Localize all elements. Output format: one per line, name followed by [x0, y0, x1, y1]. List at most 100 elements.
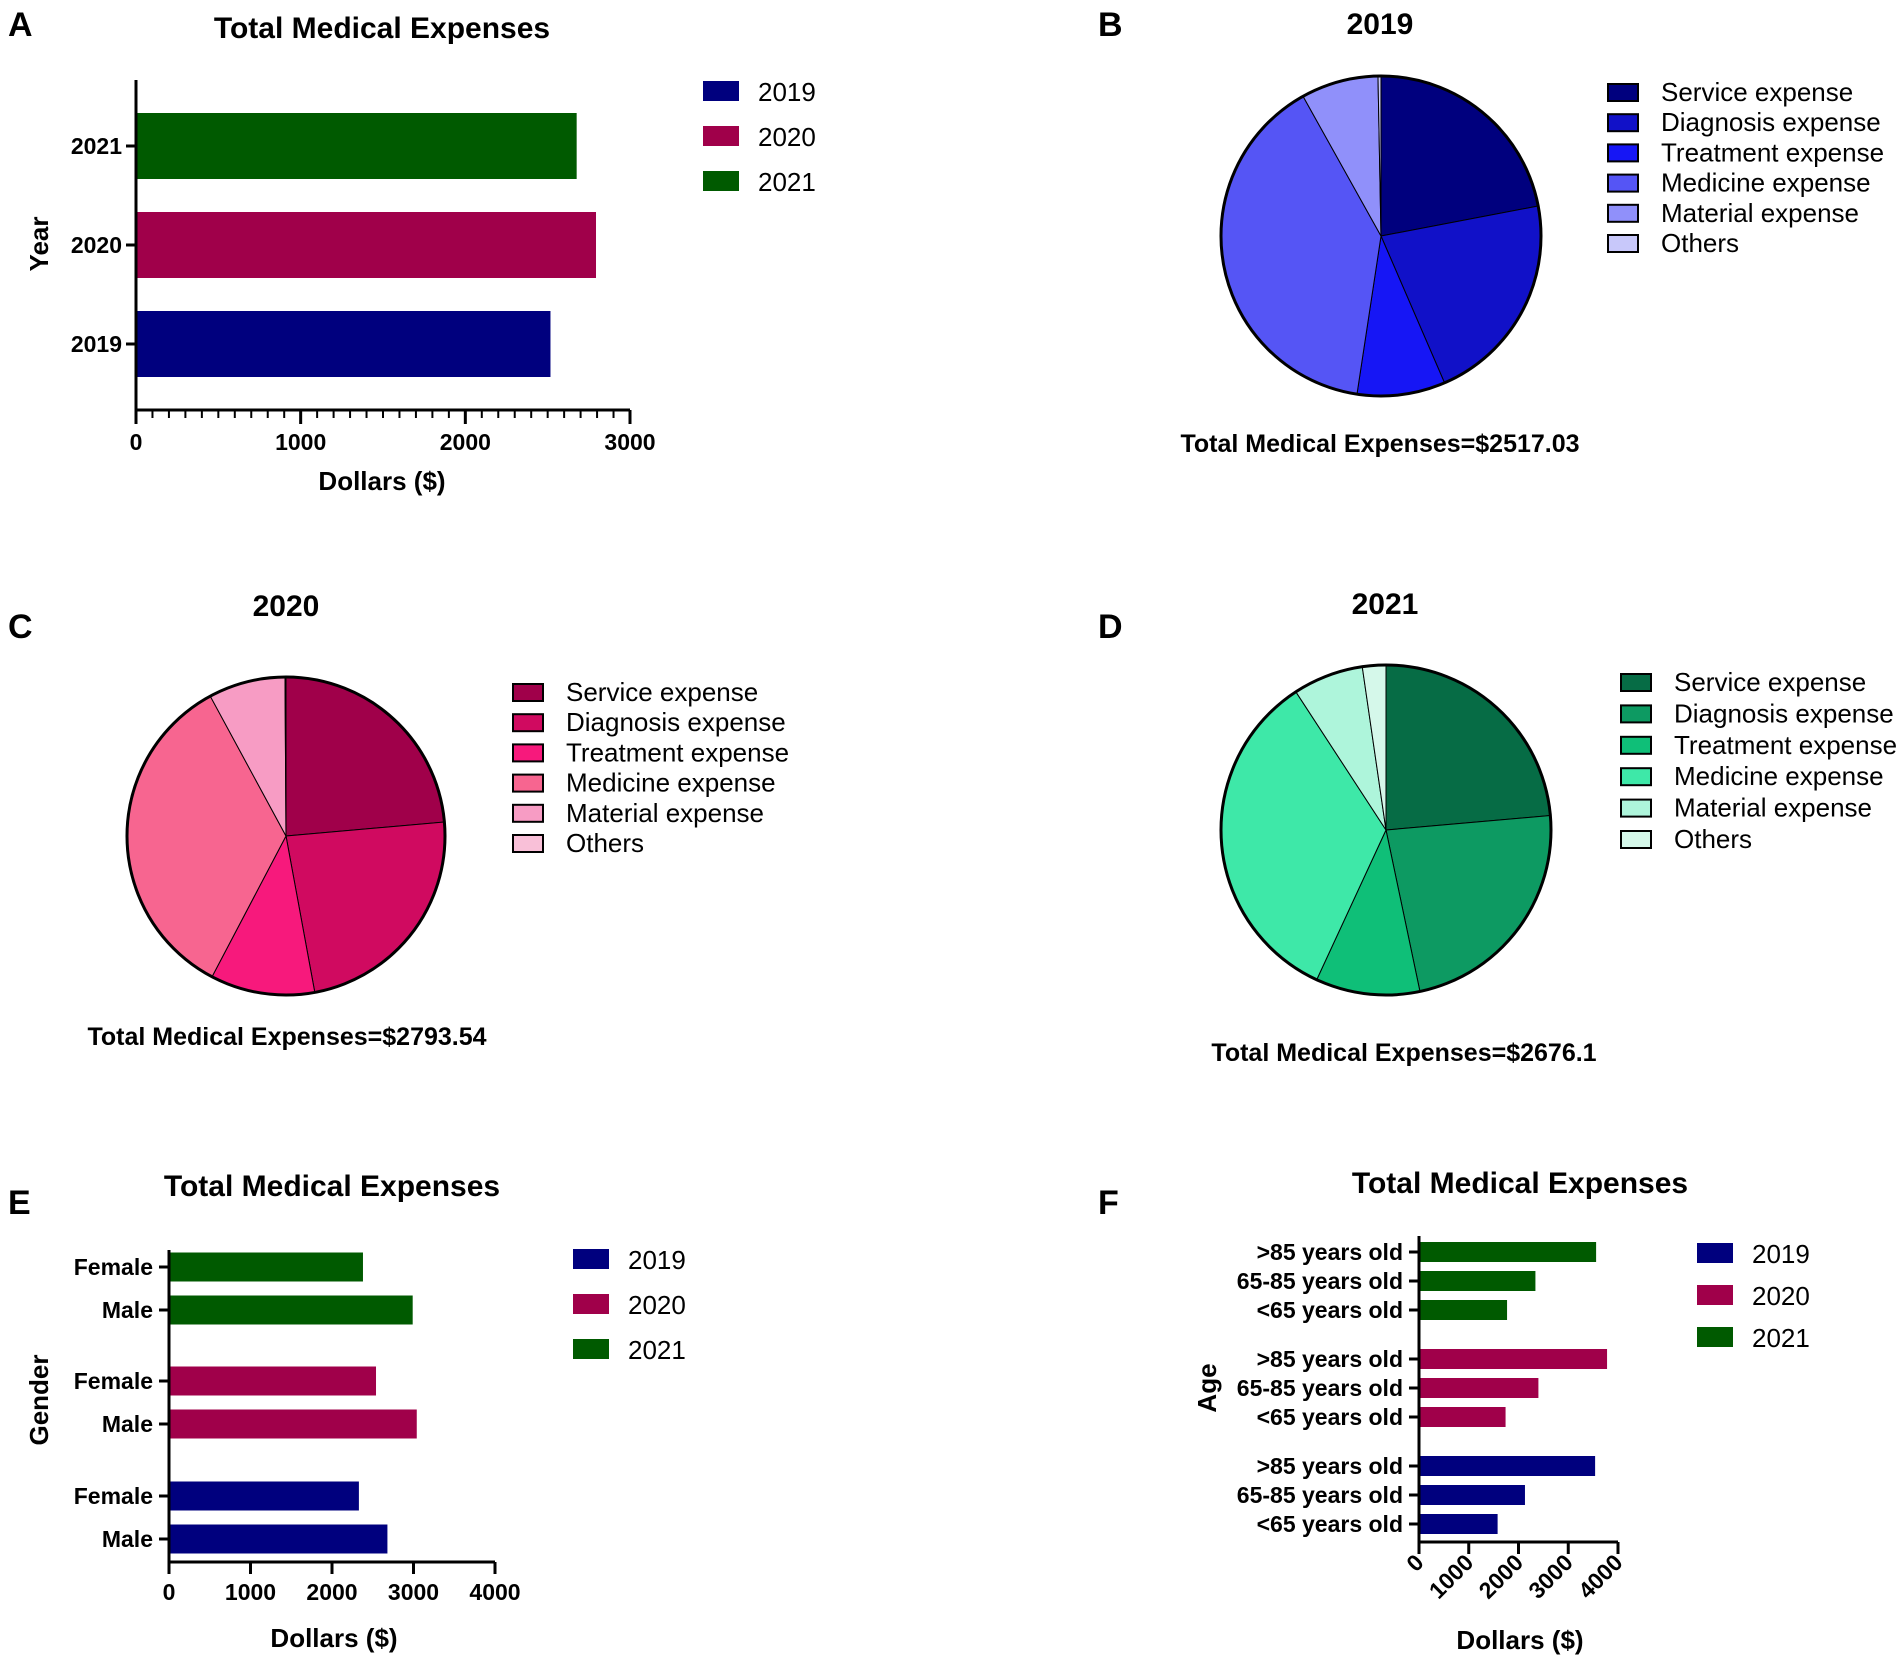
ytick-label: 65-85 years old: [1237, 1375, 1403, 1401]
bar-2020: [136, 212, 597, 278]
legend-swatch-treatment-expense: [1620, 735, 1652, 755]
chart-f-ylabel: Age: [1192, 1363, 1222, 1412]
legend-label-medicine-expense: Medicine expense: [1674, 761, 1884, 791]
xtick-label: 0: [1401, 1549, 1428, 1576]
legend-swatch-service-expense: [1620, 673, 1652, 692]
ytick-label-2019: 2019: [71, 331, 122, 357]
ytick-label: Female: [74, 1254, 153, 1280]
legend-swatch-treatment-expense: [1607, 143, 1639, 163]
legend-swatch-2019: [573, 1249, 609, 1269]
legend-label-service-expense: Service expense: [1661, 77, 1853, 107]
chart-f-xlabel: Dollars ($): [1456, 1625, 1583, 1655]
xtick-label: 1000: [1424, 1549, 1479, 1604]
xtick-label: 4000: [1573, 1549, 1628, 1604]
chart-e-ylabel: Gender: [24, 1354, 54, 1445]
panel-letter-f: F: [1098, 1184, 1119, 1222]
chart-d-title: 2021: [1352, 588, 1419, 621]
legend-swatch-others: [1620, 830, 1652, 849]
legend-label-material-expense: Material expense: [1661, 198, 1859, 228]
legend-label-medicine-expense: Medicine expense: [1661, 168, 1871, 198]
legend-swatch-2020: [573, 1294, 609, 1314]
chart-d-total: Total Medical Expenses=$2676.1: [1211, 1039, 1596, 1067]
legend-label-diagnosis-expense: Diagnosis expense: [1674, 698, 1894, 728]
legend-swatch-diagnosis-expense: [512, 713, 544, 733]
bar-2021-65-85-years-old: [1419, 1271, 1536, 1291]
xtick-label: 3000: [1523, 1549, 1578, 1604]
legend-swatch-2019: [703, 81, 739, 101]
legend-label-others: Others: [566, 828, 644, 858]
legend-swatch-2021: [703, 171, 739, 191]
chart-a-title: Total Medical Expenses: [214, 12, 550, 45]
ytick-label: <65 years old: [1257, 1297, 1403, 1323]
ytick-label: >85 years old: [1257, 1239, 1403, 1265]
legend-swatch-medicine-expense: [1620, 767, 1652, 787]
legend-swatch-others: [1607, 234, 1639, 253]
legend-label-2020: 2020: [628, 1290, 686, 1320]
xtick-label: 0: [163, 1579, 176, 1605]
legend-swatch-diagnosis-expense: [1607, 113, 1639, 133]
xtick-label: 2000: [306, 1579, 357, 1605]
bar-2021--65-years-old: [1419, 1300, 1508, 1320]
legend-label-treatment-expense: Treatment expense: [1661, 137, 1884, 167]
chart-e-xlabel: Dollars ($): [270, 1623, 397, 1653]
panel-letter-b: B: [1098, 6, 1123, 44]
xtick-label: 2000: [440, 429, 491, 455]
ytick-label: Male: [102, 1297, 153, 1323]
legend-label-service-expense: Service expense: [1674, 667, 1866, 697]
bar-2019-male: [169, 1524, 388, 1554]
xtick-label: 0: [130, 429, 143, 455]
legend-swatch-diagnosis-expense: [1620, 704, 1652, 724]
bar-2020-65-85-years-old: [1419, 1378, 1539, 1398]
panel-letter-d: D: [1098, 608, 1123, 646]
pie-slice-service-expense: [285, 676, 445, 837]
legend-label-2019: 2019: [1752, 1239, 1810, 1269]
ytick-label: Female: [74, 1483, 153, 1509]
bar-2021-male: [169, 1295, 413, 1325]
legend-label-2020: 2020: [1752, 1281, 1810, 1311]
chart-f: >85 years old 65-85 years old <65 years ol…: [1237, 1236, 1810, 1604]
legend-label-material-expense: Material expense: [1674, 793, 1872, 823]
legend-swatch-material-expense: [1620, 798, 1652, 818]
chart-f-title: Total Medical Expenses: [1352, 1167, 1688, 1200]
legend-swatch-material-expense: [512, 803, 544, 823]
ytick-label: Male: [102, 1411, 153, 1437]
bar-2020--85-years-old: [1419, 1349, 1608, 1369]
legend-label-treatment-expense: Treatment expense: [566, 737, 789, 767]
bar-2021--85-years-old: [1419, 1242, 1597, 1262]
chart-e-title: Total Medical Expenses: [164, 1170, 500, 1203]
chart-b-title: 2019: [1347, 8, 1414, 41]
chart-e: Female Male Female Male Female Male 0 1000 2000 3…: [74, 1245, 686, 1605]
legend-swatch-2021: [573, 1339, 609, 1359]
legend-label-2021: 2021: [628, 1335, 686, 1365]
bar-2021: [136, 113, 577, 179]
bar-2019: [136, 311, 551, 377]
legend-swatch-2019: [1697, 1243, 1733, 1263]
pie-outline: [125, 675, 447, 997]
xtick-label: 1000: [225, 1579, 276, 1605]
xtick-label: 1000: [275, 429, 326, 455]
legend-label-2019: 2019: [758, 77, 816, 107]
legend-swatch-others: [512, 834, 544, 853]
legend-label-diagnosis-expense: Diagnosis expense: [566, 707, 786, 737]
ytick-label: 65-85 years old: [1237, 1268, 1403, 1294]
chart-b-total: Total Medical Expenses=$2517.03: [1180, 430, 1579, 458]
ytick-label-2020: 2020: [71, 232, 122, 258]
xtick-label: 2000: [1473, 1549, 1528, 1604]
legend-label-diagnosis-expense: Diagnosis expense: [1661, 107, 1881, 137]
legend-label-2021: 2021: [1752, 1323, 1810, 1353]
chart-a-ylabel: Year: [24, 217, 54, 272]
legend-swatch-medicine-expense: [1607, 173, 1639, 193]
ytick-label: >85 years old: [1257, 1346, 1403, 1372]
bar-2019-female: [169, 1481, 359, 1511]
bar-2019--65-years-old: [1419, 1514, 1498, 1534]
legend-label-others: Others: [1674, 824, 1752, 854]
pie-outline: [1219, 663, 1553, 997]
xtick-label: 3000: [388, 1579, 439, 1605]
legend-swatch-treatment-expense: [512, 743, 544, 763]
panel-letter-a: A: [8, 6, 33, 44]
pie-slice-service-expense: [1385, 664, 1551, 831]
legend-swatch-material-expense: [1607, 203, 1639, 223]
